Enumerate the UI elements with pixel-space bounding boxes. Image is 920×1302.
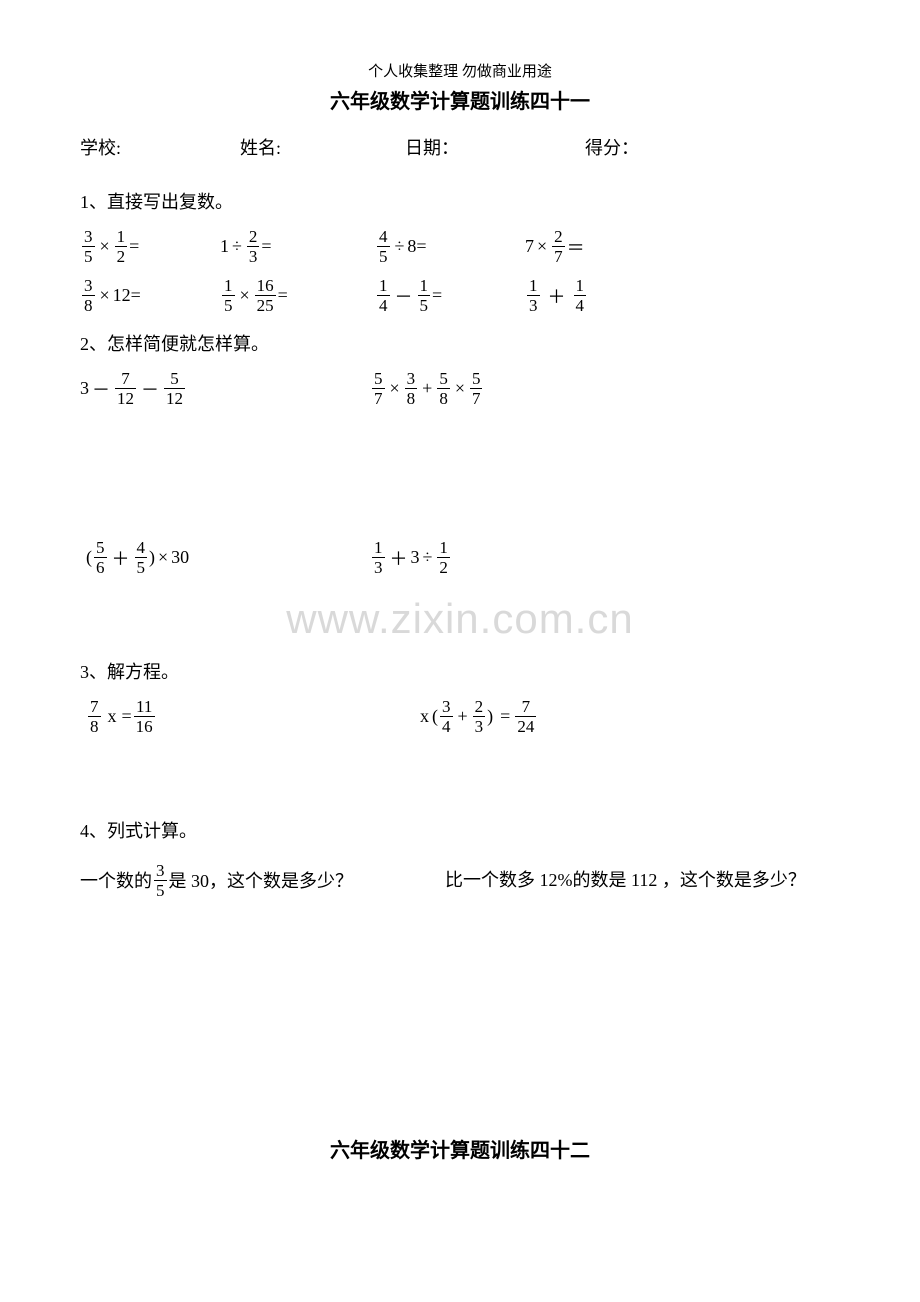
s1r1p2: 1 ÷ 23 = bbox=[220, 228, 375, 265]
s3-row: 78 x = 1116 x ( 34 + 23 ) = 724 bbox=[80, 698, 840, 735]
s1r1p3: 45 ÷ 8 = bbox=[375, 228, 525, 265]
section4-heading: 4、列式计算。 bbox=[80, 817, 840, 843]
s2r2p2: 13 ＋ 3 ÷ 12 bbox=[370, 539, 452, 576]
s3p2: x ( 34 + 23 ) = 724 bbox=[420, 698, 538, 735]
s1-row2: 38 × 12 = 15 × 1625 = 14 － 15 = 13 ＋ 14 bbox=[80, 277, 840, 314]
s2r2p1: ( 56 ＋ 45 ) × 30 bbox=[80, 539, 370, 576]
title-bottom: 六年级数学计算题训练四十二 bbox=[80, 1134, 840, 1163]
section1-heading: 1、直接写出复数。 bbox=[80, 188, 840, 214]
info-date-label: 日期： bbox=[405, 134, 585, 160]
info-row: 学校: 姓名: 日期： 得分： bbox=[80, 134, 840, 160]
info-school-label: 学校: bbox=[80, 134, 240, 160]
s1r1p4: 7 × 27 ＝ bbox=[525, 228, 585, 265]
info-score-label: 得分： bbox=[585, 134, 639, 160]
s2-row2: ( 56 ＋ 45 ) × 30 13 ＋ 3 ÷ 12 bbox=[80, 539, 840, 576]
s1r1p1: 35 × 12 = bbox=[80, 228, 220, 265]
s1r2p1: 38 × 12 = bbox=[80, 277, 220, 314]
s1r2p3: 14 － 15 = bbox=[375, 277, 525, 314]
s2-row1: 3 － 712 － 512 57 × 38 + 58 × 57 bbox=[80, 370, 840, 407]
s1r2p4: 13 ＋ 14 bbox=[525, 277, 588, 314]
info-name-label: 姓名: bbox=[240, 134, 405, 160]
s1r2p2: 15 × 1625 = bbox=[220, 277, 375, 314]
s4p1: 一个数的 35 是 30，这个数是多少？ bbox=[80, 857, 445, 904]
section3-heading: 3、解方程。 bbox=[80, 658, 840, 684]
s2r1p2: 57 × 38 + 58 × 57 bbox=[370, 370, 484, 407]
page-title: 六年级数学计算题训练四十一 bbox=[80, 85, 840, 114]
section2-heading: 2、怎样简便就怎样算。 bbox=[80, 330, 840, 356]
s4-row: 一个数的 35 是 30，这个数是多少？ 比一个数多 12%的数是 112 ，这… bbox=[80, 857, 840, 904]
header-note: 个人收集整理 勿做商业用途 bbox=[80, 60, 840, 81]
s1-row1: 35 × 12 = 1 ÷ 23 = 45 ÷ 8 = 7 × 27 ＝ bbox=[80, 228, 840, 265]
page-content: 个人收集整理 勿做商业用途 六年级数学计算题训练四十一 学校: 姓名: 日期： … bbox=[80, 60, 840, 1163]
s4p2: 比一个数多 12%的数是 112 ，这个数是多少？ bbox=[445, 857, 840, 904]
s3p1: 78 x = 1116 bbox=[80, 698, 420, 735]
s2r1p1: 3 － 712 － 512 bbox=[80, 370, 370, 407]
